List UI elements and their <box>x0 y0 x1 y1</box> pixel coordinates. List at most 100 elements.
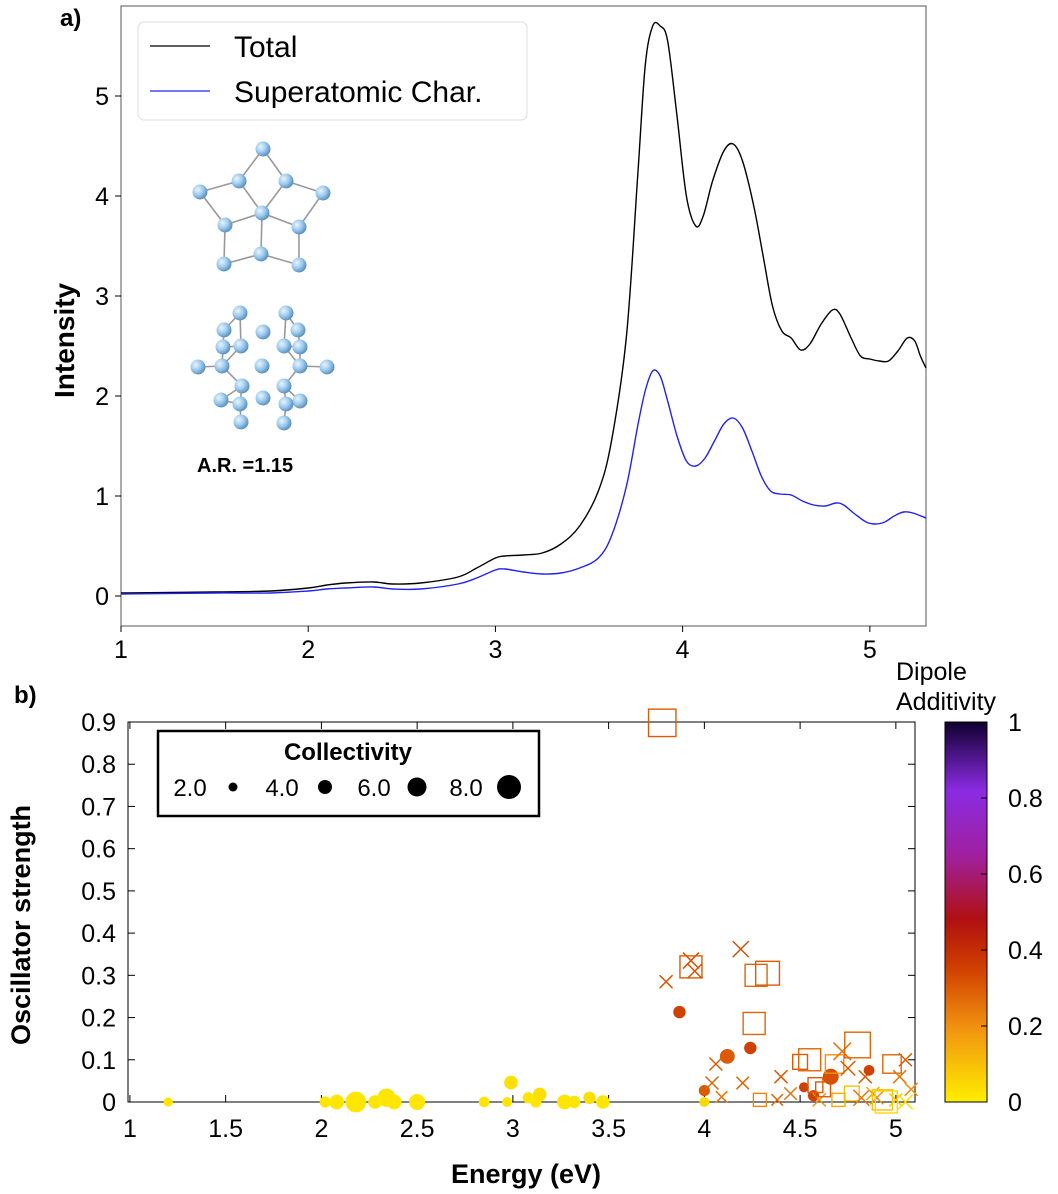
plot-b-xlabel: Energy (eV) <box>451 1159 601 1189</box>
data-point-cross <box>687 963 703 979</box>
legend-box <box>137 21 528 121</box>
atom <box>255 141 271 157</box>
aspect-ratio-caption: A.R. =1.15 <box>197 455 293 477</box>
x-tick-label: 1 <box>123 1115 137 1143</box>
data-point-circle <box>319 1096 331 1108</box>
data-point-square <box>792 1053 809 1070</box>
legend-label-superatomic: Superatomic Char. <box>234 76 482 109</box>
atom <box>234 378 250 394</box>
atom <box>216 256 232 272</box>
data-point-square <box>647 708 677 738</box>
x-tick-label: 5 <box>863 636 877 664</box>
atom <box>254 205 270 221</box>
data-point-cross <box>715 1090 728 1104</box>
colorbar-tick-label: 1 <box>1008 709 1022 737</box>
x-tick-label: 2 <box>301 636 315 664</box>
x-tick-label: 1 <box>114 636 128 664</box>
atom <box>290 322 306 338</box>
y-tick-label: 0.2 <box>81 1005 116 1033</box>
collectivity-legend: Collectivity 2.0 4.0 6.0 8.0 <box>156 729 541 818</box>
atom <box>214 358 230 374</box>
plot-b-ticks: 1 1.5 2 2.5 3 3.5 4 4.5 5 0 0.1 0.2 0.3 0.4 0.5 0.6 0.7 0… <box>81 709 915 1143</box>
data-point-cross <box>897 1094 914 1110</box>
data-point-circle <box>863 1064 875 1076</box>
atom <box>215 339 231 355</box>
data-point-cross <box>770 1093 784 1107</box>
data-point-cross <box>659 974 674 989</box>
data-point-circle <box>596 1095 610 1109</box>
atom <box>254 358 270 374</box>
colorbar-tick-label: 0.4 <box>1008 937 1043 965</box>
panel-b: b) Oscillator strength Energy (eV) 1 1.5 2… <box>6 658 1043 1189</box>
y-tick-label: 0.5 <box>81 878 116 906</box>
panel-a-label: a) <box>60 5 81 32</box>
plot-a-ylabel: Intensity <box>49 282 80 398</box>
atom <box>231 173 247 189</box>
x-tick-label: 1.5 <box>208 1115 243 1143</box>
y-tick-label: 0.1 <box>81 1047 116 1075</box>
atom <box>315 185 331 201</box>
panel-b-label: b) <box>14 682 37 709</box>
atom <box>292 358 308 374</box>
colorbar-title-line2: Additivity <box>896 688 997 716</box>
y-tick-label: 0.8 <box>81 751 116 779</box>
y-tick-label: 3 <box>95 283 109 311</box>
atom <box>319 359 335 375</box>
atom <box>213 392 229 408</box>
series-superatomic-line <box>120 369 927 595</box>
data-point-square <box>844 1031 872 1059</box>
data-point-cross <box>735 1076 750 1090</box>
x-tick-label: 4 <box>697 1115 711 1143</box>
data-point-cross <box>704 1075 720 1091</box>
data-point-cross <box>783 1086 798 1101</box>
data-point-square <box>871 1089 894 1111</box>
data-point-circle <box>744 1041 757 1055</box>
data-point-circle <box>345 1091 367 1113</box>
data-point-cross <box>682 952 700 970</box>
data-point-cross <box>852 1089 870 1107</box>
data-point-square <box>754 960 781 986</box>
data-point-square <box>843 1085 860 1102</box>
data-point-square <box>752 1092 768 1108</box>
data-point-circle <box>329 1094 345 1110</box>
y-tick-label: 1 <box>95 483 109 511</box>
collectivity-legend-box <box>156 729 541 818</box>
y-tick-label: 0.4 <box>81 920 116 948</box>
data-point-circle <box>409 1094 426 1110</box>
atom <box>253 246 269 262</box>
atom <box>276 378 292 394</box>
x-tick-label: 3.5 <box>591 1115 626 1143</box>
atom <box>232 305 248 321</box>
atom <box>255 324 271 340</box>
data-point-cross <box>773 1069 788 1084</box>
data-point-square <box>831 1092 846 1108</box>
data-point-circle <box>567 1095 581 1109</box>
atom <box>232 396 248 412</box>
data-point-circle <box>583 1091 596 1104</box>
y-tick-label: 4 <box>95 183 109 211</box>
x-tick-label: 4.5 <box>783 1115 818 1143</box>
atom <box>291 219 307 235</box>
y-tick-label: 0.7 <box>81 793 116 821</box>
data-point-circle <box>386 1094 402 1110</box>
plot-a-legend: Total Superatomic Char. <box>137 21 528 121</box>
data-point-cross <box>708 1056 723 1072</box>
data-point-cross <box>840 1060 856 1077</box>
series-total-line <box>120 21 927 594</box>
atom <box>278 173 294 189</box>
y-tick-label: 2 <box>95 383 109 411</box>
data-point-circle <box>163 1097 173 1107</box>
data-point-circle <box>673 1005 686 1019</box>
data-point-square <box>797 1048 822 1072</box>
plot-b-points <box>163 708 919 1114</box>
collectivity-legend-marker <box>318 780 332 794</box>
plot-a-lines <box>120 21 927 595</box>
collectivity-legend-label: 4.0 <box>265 775 298 802</box>
plot-b-frame <box>127 721 916 1103</box>
atom <box>291 257 307 273</box>
data-point-cross <box>898 1052 913 1067</box>
data-point-cross <box>888 1092 903 1107</box>
colorbar-tick-label: 0 <box>1008 1089 1022 1117</box>
data-point-circle <box>557 1094 572 1110</box>
